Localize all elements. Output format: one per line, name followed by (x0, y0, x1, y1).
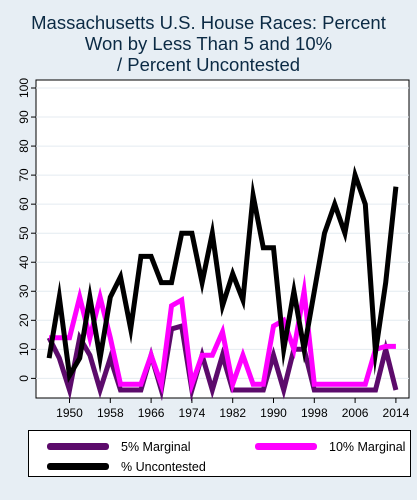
y-tick-label-30: 30 (17, 284, 31, 298)
x-tick-label-1990: 1990 (260, 406, 287, 420)
chart-title-line-3: / Percent Uncontested (116, 54, 301, 75)
legend-label-uncontested: % Uncontested (121, 460, 206, 474)
y-tick-label-60: 60 (17, 197, 31, 211)
y-tick-label-50: 50 (17, 226, 31, 240)
y-tick-label-80: 80 (17, 139, 31, 153)
y-tick-label-70: 70 (17, 168, 31, 182)
x-tick-label-1982: 1982 (219, 406, 246, 420)
x-tick-label-2014: 2014 (383, 406, 410, 420)
y-tick-label-90: 90 (17, 110, 31, 124)
chart-title-line-1: Massachusetts U.S. House Races: Percent (31, 12, 386, 33)
legend-swatch-10pct-marginal (255, 443, 317, 450)
x-tick-label-1958: 1958 (97, 406, 124, 420)
legend-swatch-uncontested (47, 463, 109, 470)
series-lines (46, 165, 399, 402)
chart-title: Massachusetts U.S. House Races: Percent … (0, 12, 417, 75)
legend-swatch-5pct-marginal (47, 443, 109, 450)
legend-label-5pct-marginal: 5% Marginal (121, 440, 191, 454)
x-tick-label-2006: 2006 (342, 406, 369, 420)
x-tick-label-1950: 1950 (56, 406, 83, 420)
y-tick-label-0: 0 (17, 375, 31, 382)
x-axis: 1950 1958 1966 1974 1982 1990 1998 2006 2014 (56, 398, 410, 420)
y-axis: 0 10 20 30 40 50 60 70 80 90 100 (17, 78, 36, 382)
legend: 5% Marginal 10% Marginal % Uncontested (28, 430, 411, 477)
x-tick-label-1974: 1974 (179, 406, 206, 420)
y-tick-label-10: 10 (17, 342, 31, 356)
series-line-5pct-marginal (46, 322, 399, 402)
series-line-pct-uncontested (46, 165, 399, 384)
y-tick-label-100: 100 (17, 78, 31, 98)
y-tick-label-40: 40 (17, 255, 31, 269)
x-tick-label-1998: 1998 (301, 406, 328, 420)
chart-title-line-2: Won by Less Than 5 and 10% (84, 33, 333, 54)
legend-label-10pct-marginal: 10% Marginal (329, 440, 406, 454)
y-tick-label-20: 20 (17, 313, 31, 327)
x-tick-label-1966: 1966 (138, 406, 165, 420)
